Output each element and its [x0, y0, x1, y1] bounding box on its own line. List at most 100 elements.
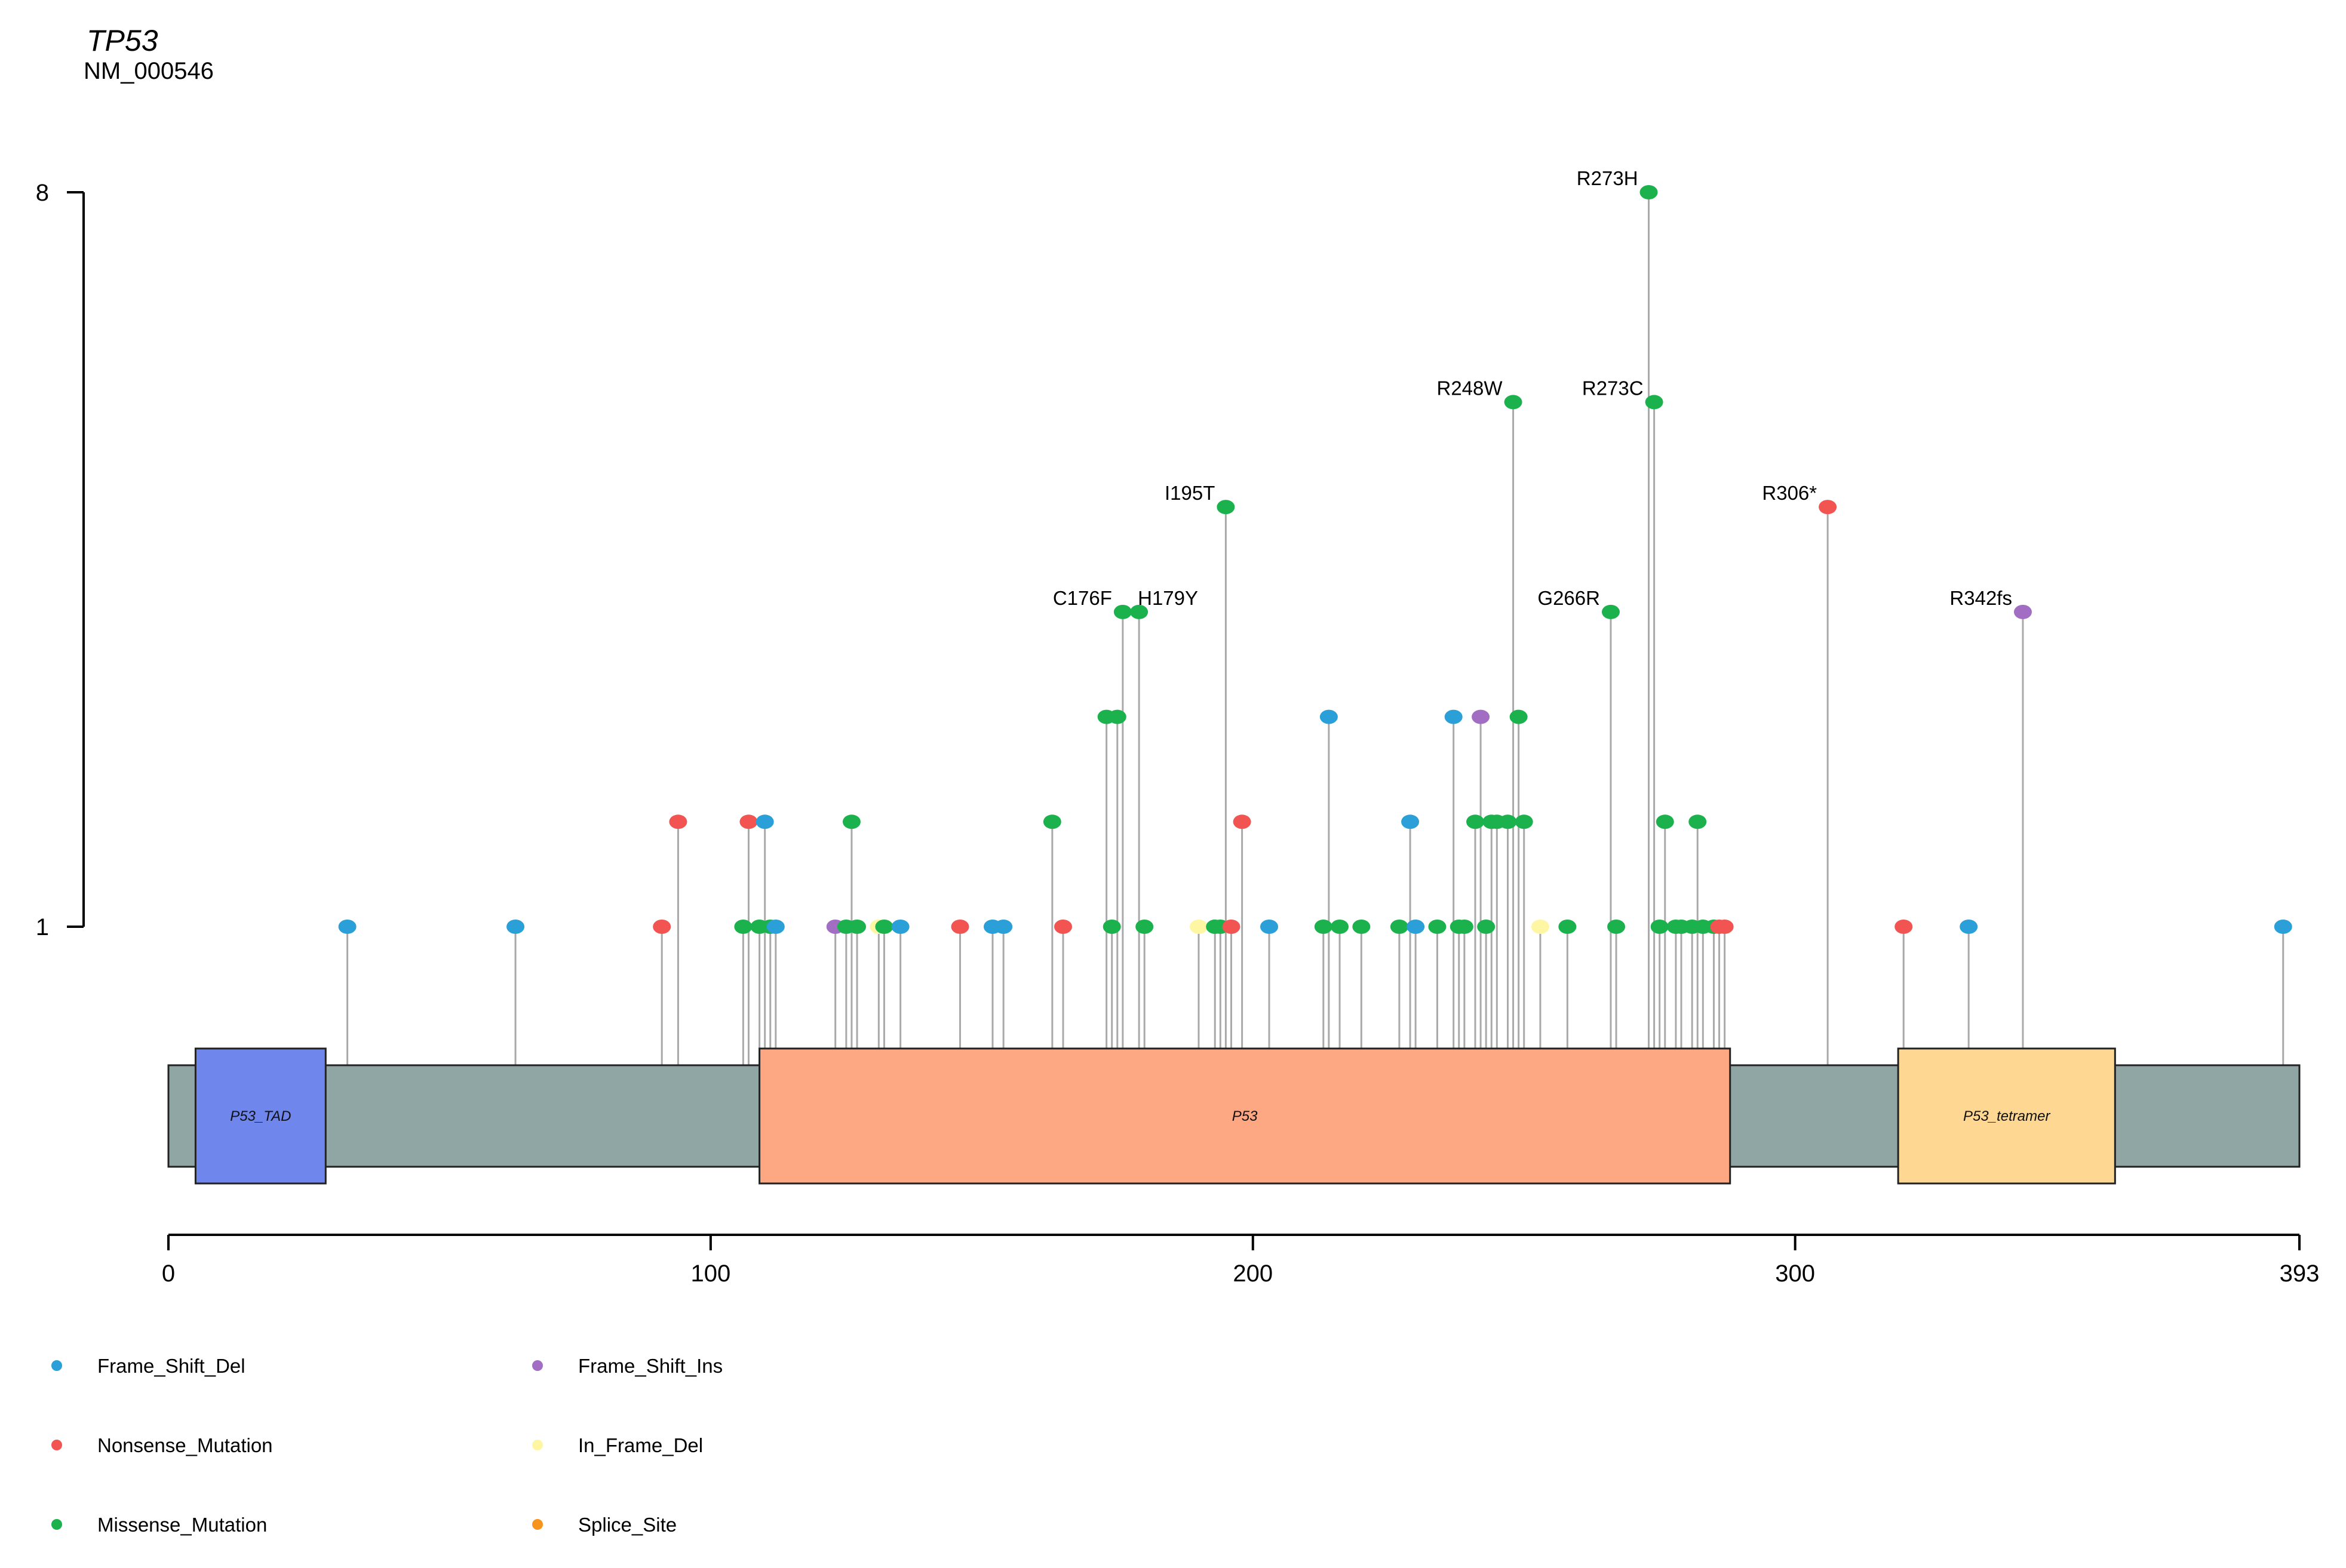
mutation-label: R306* — [1762, 482, 1817, 504]
legend-swatch — [532, 1360, 543, 1371]
legend-label: In_Frame_Del — [578, 1434, 703, 1456]
lollipop-head — [842, 814, 861, 829]
lollipop-head — [1314, 920, 1332, 934]
lollipop-head — [1352, 920, 1371, 934]
lollipop-head — [994, 920, 1013, 934]
domain-label: P53 — [1232, 1108, 1258, 1124]
lollipop-head — [1499, 814, 1517, 829]
lollipop-head — [1054, 920, 1073, 934]
lollipop-head — [1819, 500, 1837, 515]
lollipop-head — [1135, 920, 1154, 934]
legend-label: Splice_Site — [578, 1514, 677, 1536]
lollipop-head — [1558, 920, 1577, 934]
lollipop-head — [739, 814, 758, 829]
legend-label: Nonsense_Mutation — [97, 1434, 273, 1456]
legend-swatch — [51, 1440, 62, 1450]
lollipop-head — [734, 920, 753, 934]
lollipop-head — [1477, 920, 1496, 934]
lollipop-head — [338, 920, 357, 934]
lollipop-heads — [338, 185, 2292, 934]
legend-label: Missense_Mutation — [97, 1514, 267, 1536]
lollipop-head — [1688, 814, 1707, 829]
domain-box — [1897, 1047, 2116, 1185]
lollipop-head — [1656, 814, 1674, 829]
lollipop-head — [1531, 920, 1549, 934]
mutation-label: R248W — [1437, 377, 1503, 399]
lollipop-head — [1233, 814, 1251, 829]
lollipop-head — [1428, 920, 1447, 934]
lollipop-head — [1650, 920, 1669, 934]
lollipop-head — [1607, 920, 1626, 934]
mutation-label: H179Y — [1138, 587, 1198, 609]
lollipop-head — [1407, 920, 1425, 934]
domain-label: P53_tetramer — [1963, 1108, 2050, 1124]
lollipop-head — [1960, 920, 1978, 934]
lollipop-head — [1515, 814, 1533, 829]
lollipop-head — [1043, 814, 1061, 829]
y-tick-label: 8 — [36, 180, 49, 206]
lollipop-head — [1217, 500, 1235, 515]
lollipop-head — [506, 920, 525, 934]
lollipop-head — [1645, 395, 1663, 410]
lollipop-head — [1130, 604, 1149, 619]
domain-label: P53_TAD — [230, 1108, 291, 1124]
lollipop-head — [1103, 920, 1121, 934]
mutation-labels: C176F H179Y I195T R248W G266R R273H R273C R306*… — [1053, 167, 2012, 609]
lollipop-head — [1331, 920, 1349, 934]
lollipop-head — [1260, 920, 1279, 934]
lollipop-head — [875, 920, 893, 934]
lollipop-head — [1472, 709, 1490, 724]
legend-label: Frame_Shift_Ins — [578, 1355, 723, 1377]
lollipop-head — [848, 920, 867, 934]
lollipop-head — [1504, 395, 1522, 410]
x-tick-label: 100 — [691, 1260, 731, 1287]
lollipop-head — [766, 920, 785, 934]
lollipop-head — [1108, 709, 1126, 724]
legend-swatch — [532, 1440, 543, 1450]
x-axis: 0 100 200 300 393 — [162, 1234, 2320, 1287]
lollipop-head — [1401, 814, 1420, 829]
lollipop-head — [1894, 920, 1913, 934]
lollipop-head — [1455, 920, 1473, 934]
mutation-label: R273C — [1582, 377, 1644, 399]
x-tick-label: 393 — [2280, 1260, 2320, 1287]
mutation-label: R273H — [1577, 167, 1638, 189]
legend-swatch — [532, 1519, 543, 1530]
lollipop-head — [1444, 709, 1463, 724]
lollipop-head — [1715, 920, 1734, 934]
y-axis: 18 — [36, 180, 85, 940]
y-tick-label: 1 — [36, 914, 49, 940]
lollipop-head — [2274, 920, 2292, 934]
legend-swatch — [51, 1360, 62, 1371]
lollipop-head — [653, 920, 671, 934]
lollipop-head — [1390, 920, 1408, 934]
lollipop-head — [1319, 709, 1338, 724]
lollipop-head — [1113, 604, 1132, 619]
lollipop-head — [1466, 814, 1485, 829]
mutation-label: C176F — [1053, 587, 1112, 609]
x-tick-label: 300 — [1775, 1260, 1815, 1287]
lollipop-head — [1509, 709, 1528, 724]
lollipop-head — [1189, 920, 1208, 934]
protein-track: P53_TAD P53 P53_tetramer — [167, 1047, 2301, 1185]
lollipop-head — [1222, 920, 1240, 934]
transcript-id: NM_000546 — [84, 58, 214, 84]
x-tick-label: 200 — [1233, 1260, 1273, 1287]
mutation-label: G266R — [1537, 587, 1600, 609]
legend-swatch — [51, 1519, 62, 1530]
mutation-label: I195T — [1165, 482, 1215, 504]
lollipop-head — [891, 920, 910, 934]
domain-box — [194, 1047, 327, 1185]
x-tick-label: 0 — [162, 1260, 175, 1287]
lollipop-head — [951, 920, 969, 934]
lollipop-head — [2013, 604, 2032, 619]
domain-box — [759, 1047, 1731, 1185]
legend-label: Frame_Shift_Del — [97, 1355, 245, 1377]
lollipop-head — [669, 814, 687, 829]
lollipop-head — [1639, 185, 1658, 199]
lollipop-head — [756, 814, 774, 829]
gene-name: TP53 — [87, 24, 158, 57]
lollipop-stems — [346, 192, 2284, 1065]
mutation-label: R342fs — [1949, 587, 2012, 609]
